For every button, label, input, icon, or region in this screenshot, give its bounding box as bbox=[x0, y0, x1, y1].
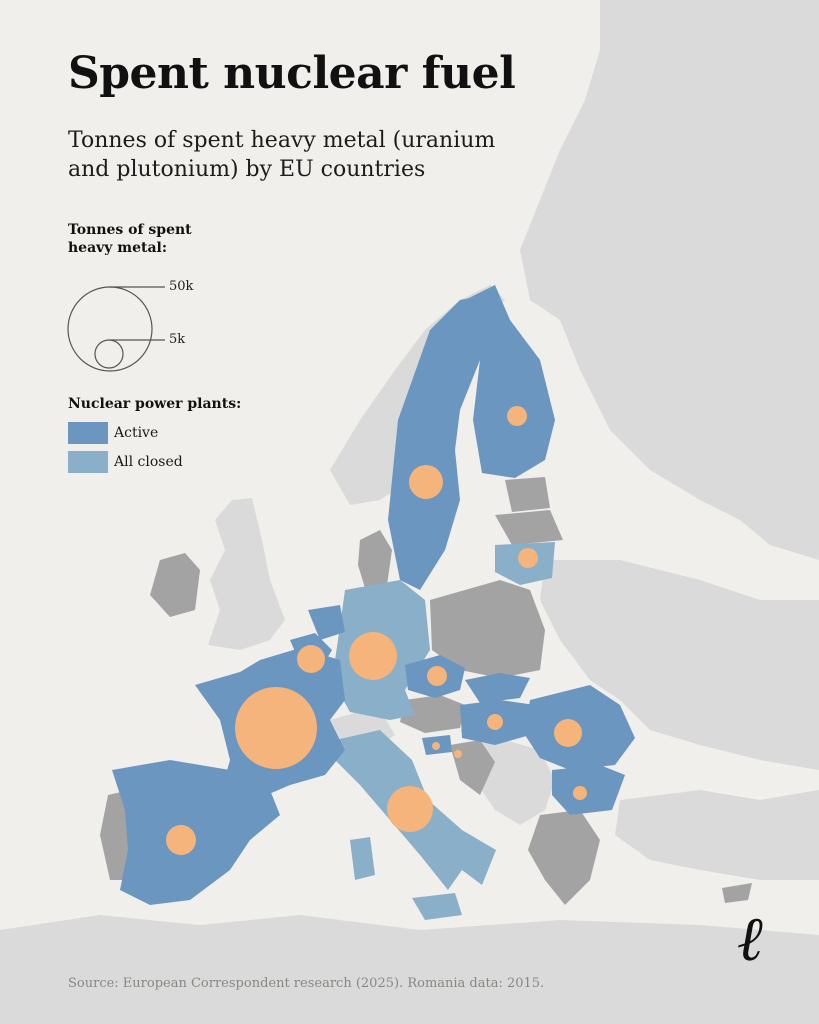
bubble-lithuania bbox=[518, 548, 538, 568]
country-austria bbox=[400, 695, 465, 733]
size-legend-title: Tonnes of spent heavy metal: bbox=[68, 222, 192, 256]
source-note: Source: European Correspondent research … bbox=[68, 976, 545, 991]
bubble-germany bbox=[349, 632, 397, 680]
plants-legend-title: Nuclear power plants: bbox=[68, 396, 242, 412]
active-countries bbox=[112, 285, 635, 905]
size-legend-circle-small bbox=[94, 339, 124, 369]
bubble-czechia bbox=[427, 666, 447, 686]
land-great-britain bbox=[208, 498, 285, 650]
land-scandinavia-north-russia bbox=[520, 0, 819, 560]
country-cyprus bbox=[722, 883, 752, 903]
bubble-belgium bbox=[297, 645, 325, 673]
bubble-spain bbox=[166, 825, 196, 855]
country-sardinia bbox=[350, 837, 375, 880]
country-bulgaria bbox=[552, 765, 625, 815]
country-slovakia bbox=[465, 673, 530, 703]
country-sicily bbox=[412, 893, 462, 920]
country-sweden bbox=[388, 295, 485, 590]
closed-label: All closed bbox=[114, 454, 183, 470]
land-eastern-europe bbox=[540, 560, 819, 770]
land-north-africa bbox=[0, 915, 819, 1024]
active-swatch bbox=[68, 422, 108, 444]
bubble-finland bbox=[507, 406, 527, 426]
bubble-sweden bbox=[409, 465, 443, 499]
active-label: Active bbox=[114, 425, 159, 441]
country-netherlands bbox=[308, 605, 345, 640]
bubble-slovenia bbox=[432, 742, 440, 750]
bubble-slovakia bbox=[454, 750, 462, 758]
bubble-italy bbox=[387, 786, 433, 832]
size-legend bbox=[67, 286, 165, 372]
land-turkey bbox=[615, 790, 819, 880]
country-finland bbox=[465, 285, 555, 478]
bubble-romania bbox=[554, 719, 582, 747]
country-denmark bbox=[358, 530, 392, 588]
size-legend-circle-large bbox=[67, 286, 153, 372]
spent-fuel-bubbles bbox=[166, 406, 587, 855]
country-poland bbox=[430, 580, 545, 678]
country-latvia bbox=[495, 510, 563, 545]
bubble-hungary bbox=[487, 714, 503, 730]
page-title: Spent nuclear fuel bbox=[68, 48, 516, 99]
closed-swatch bbox=[68, 451, 108, 473]
bubble-france bbox=[235, 687, 317, 769]
country-ireland bbox=[150, 553, 200, 617]
country-greece bbox=[528, 810, 600, 905]
size-legend-label-small: 5k bbox=[169, 332, 186, 347]
country-spain bbox=[112, 760, 280, 905]
country-estonia bbox=[505, 477, 550, 512]
size-legend-label-large: 50k bbox=[169, 279, 194, 294]
page-subtitle: Tonnes of spent heavy metal (uranium and… bbox=[68, 128, 496, 182]
bubble-bulgaria bbox=[573, 786, 587, 800]
brand-logo-icon: ℓ bbox=[738, 902, 765, 975]
